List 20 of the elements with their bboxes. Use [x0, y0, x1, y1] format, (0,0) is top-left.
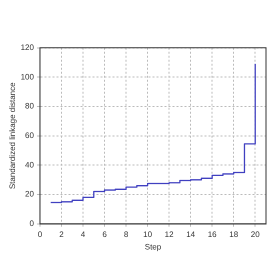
y-tick-label: 120 — [20, 43, 34, 52]
y-tick-label: 40 — [25, 160, 34, 170]
x-tick-label: 20 — [250, 230, 260, 239]
y-tick-label: 100 — [20, 72, 34, 82]
y-tick-label: 80 — [25, 102, 34, 111]
x-axis-title: Step — [144, 242, 162, 252]
y-tick-label: 0 — [29, 219, 34, 228]
x-tick-label: 6 — [102, 230, 108, 239]
x-tick-label: 4 — [80, 230, 86, 239]
x-tick-label: 10 — [143, 230, 153, 239]
x-tick-label: 2 — [59, 230, 64, 239]
x-tick-label: 16 — [208, 230, 218, 239]
x-tick-label: 12 — [164, 230, 174, 239]
y-tick-label: 20 — [25, 190, 34, 199]
x-tick-label: 18 — [229, 230, 239, 239]
y-tick-label: 60 — [25, 131, 34, 140]
x-tick-label: 0 — [38, 230, 43, 239]
y-axis-title: Standardized linkage distance — [8, 82, 18, 190]
x-tick-label: 8 — [124, 230, 129, 239]
x-tick-label: 14 — [186, 230, 196, 239]
